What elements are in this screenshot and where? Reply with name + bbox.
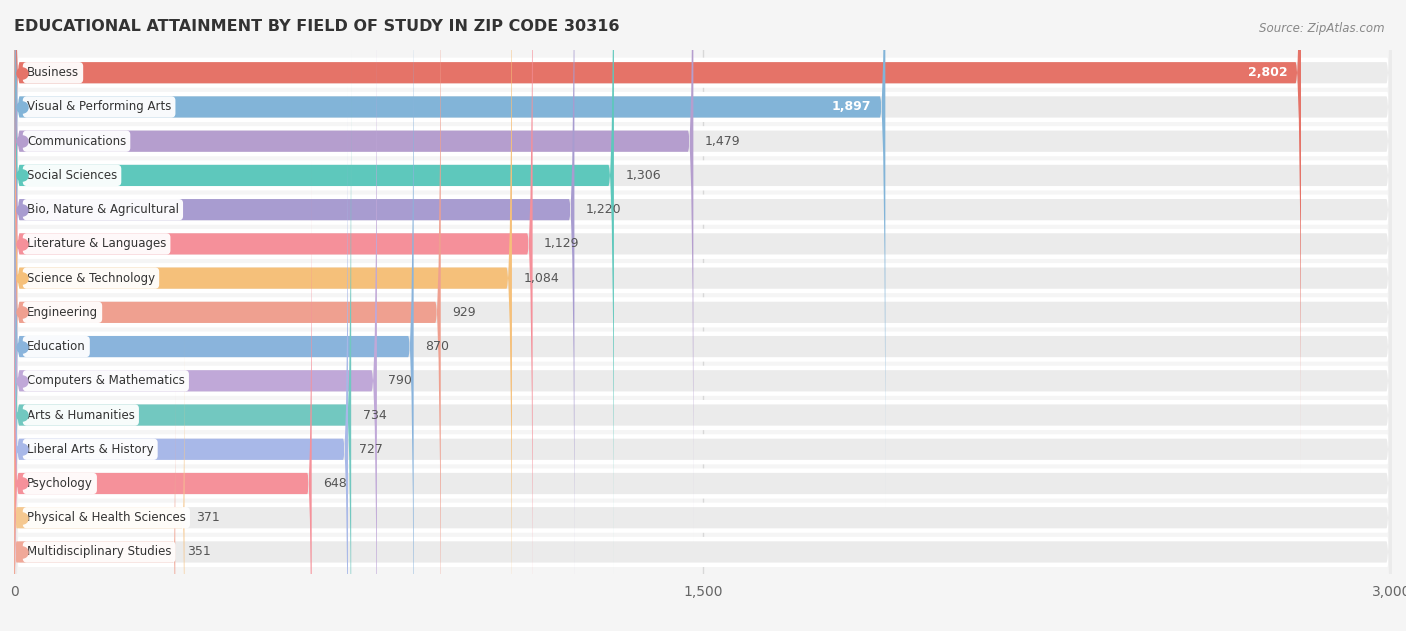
FancyBboxPatch shape bbox=[14, 0, 614, 575]
FancyBboxPatch shape bbox=[14, 152, 1392, 631]
FancyBboxPatch shape bbox=[14, 0, 1392, 631]
Text: 734: 734 bbox=[363, 408, 387, 422]
Text: Visual & Performing Arts: Visual & Performing Arts bbox=[27, 100, 172, 114]
FancyBboxPatch shape bbox=[14, 20, 1392, 631]
FancyBboxPatch shape bbox=[14, 0, 533, 631]
Text: EDUCATIONAL ATTAINMENT BY FIELD OF STUDY IN ZIP CODE 30316: EDUCATIONAL ATTAINMENT BY FIELD OF STUDY… bbox=[14, 19, 620, 34]
Text: 2,802: 2,802 bbox=[1247, 66, 1288, 80]
FancyBboxPatch shape bbox=[14, 0, 1392, 473]
FancyBboxPatch shape bbox=[14, 0, 1392, 541]
FancyBboxPatch shape bbox=[14, 0, 1392, 468]
Text: Arts & Humanities: Arts & Humanities bbox=[27, 408, 135, 422]
FancyBboxPatch shape bbox=[14, 382, 176, 631]
FancyBboxPatch shape bbox=[14, 156, 1392, 631]
Text: 648: 648 bbox=[323, 477, 347, 490]
Text: 351: 351 bbox=[187, 545, 211, 558]
Text: 1,220: 1,220 bbox=[586, 203, 621, 216]
FancyBboxPatch shape bbox=[14, 88, 1392, 631]
FancyBboxPatch shape bbox=[14, 117, 1392, 631]
FancyBboxPatch shape bbox=[14, 0, 1392, 507]
Text: 790: 790 bbox=[388, 374, 412, 387]
FancyBboxPatch shape bbox=[14, 0, 1392, 631]
FancyBboxPatch shape bbox=[14, 0, 377, 631]
FancyBboxPatch shape bbox=[14, 0, 413, 631]
FancyBboxPatch shape bbox=[14, 0, 1392, 434]
FancyBboxPatch shape bbox=[14, 338, 184, 631]
Text: Communications: Communications bbox=[27, 134, 127, 148]
Text: Science & Technology: Science & Technology bbox=[27, 271, 155, 285]
Text: 1,479: 1,479 bbox=[704, 134, 741, 148]
Text: 1,897: 1,897 bbox=[832, 100, 872, 114]
FancyBboxPatch shape bbox=[14, 86, 347, 631]
Text: Business: Business bbox=[27, 66, 79, 80]
Text: Physical & Health Sciences: Physical & Health Sciences bbox=[27, 511, 186, 524]
Text: Source: ZipAtlas.com: Source: ZipAtlas.com bbox=[1260, 22, 1385, 35]
FancyBboxPatch shape bbox=[14, 122, 1392, 631]
FancyBboxPatch shape bbox=[14, 54, 1392, 631]
FancyBboxPatch shape bbox=[14, 0, 1392, 610]
FancyBboxPatch shape bbox=[14, 83, 1392, 631]
Text: 1,306: 1,306 bbox=[626, 169, 661, 182]
FancyBboxPatch shape bbox=[14, 0, 440, 631]
Text: Education: Education bbox=[27, 340, 86, 353]
FancyBboxPatch shape bbox=[14, 0, 1392, 631]
Text: Liberal Arts & History: Liberal Arts & History bbox=[27, 443, 153, 456]
FancyBboxPatch shape bbox=[14, 162, 312, 631]
Text: 1,129: 1,129 bbox=[544, 237, 579, 251]
FancyBboxPatch shape bbox=[14, 0, 1301, 473]
FancyBboxPatch shape bbox=[14, 0, 1392, 537]
Text: 727: 727 bbox=[360, 443, 384, 456]
FancyBboxPatch shape bbox=[14, 0, 1392, 631]
Text: 371: 371 bbox=[195, 511, 219, 524]
Text: 1,084: 1,084 bbox=[523, 271, 560, 285]
FancyBboxPatch shape bbox=[14, 0, 1392, 631]
FancyBboxPatch shape bbox=[14, 0, 1392, 605]
FancyBboxPatch shape bbox=[14, 0, 1392, 631]
FancyBboxPatch shape bbox=[14, 0, 1392, 503]
Text: Social Sciences: Social Sciences bbox=[27, 169, 117, 182]
FancyBboxPatch shape bbox=[14, 0, 575, 610]
FancyBboxPatch shape bbox=[14, 0, 1392, 575]
FancyBboxPatch shape bbox=[14, 0, 1392, 571]
Text: Multidisciplinary Studies: Multidisciplinary Studies bbox=[27, 545, 172, 558]
FancyBboxPatch shape bbox=[14, 15, 1392, 631]
FancyBboxPatch shape bbox=[14, 0, 512, 631]
Text: 929: 929 bbox=[453, 306, 475, 319]
Text: Engineering: Engineering bbox=[27, 306, 98, 319]
Text: 870: 870 bbox=[425, 340, 449, 353]
FancyBboxPatch shape bbox=[14, 0, 693, 541]
Text: Psychology: Psychology bbox=[27, 477, 93, 490]
FancyBboxPatch shape bbox=[14, 49, 352, 631]
FancyBboxPatch shape bbox=[14, 191, 1392, 631]
Text: Bio, Nature & Agricultural: Bio, Nature & Agricultural bbox=[27, 203, 179, 216]
FancyBboxPatch shape bbox=[14, 49, 1392, 631]
FancyBboxPatch shape bbox=[14, 0, 886, 507]
FancyBboxPatch shape bbox=[14, 0, 1392, 400]
FancyBboxPatch shape bbox=[14, 225, 1392, 631]
Text: Literature & Languages: Literature & Languages bbox=[27, 237, 166, 251]
Text: Computers & Mathematics: Computers & Mathematics bbox=[27, 374, 184, 387]
